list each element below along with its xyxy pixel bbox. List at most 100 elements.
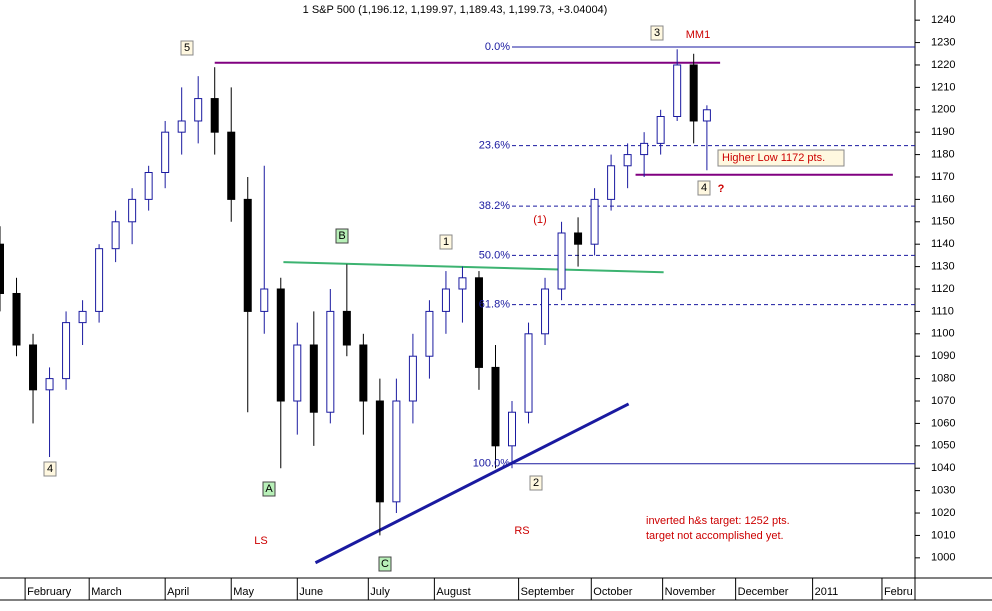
candle-body: [590, 198, 599, 245]
label-box: [529, 475, 543, 491]
fib-label: 0.0%: [485, 41, 510, 53]
y-tick-label: 1110: [931, 305, 954, 317]
candle-body: [491, 366, 500, 447]
wave-label: 2: [533, 477, 539, 489]
candle-body: [276, 288, 285, 402]
candle-body: [177, 120, 186, 133]
candle-body: [508, 411, 517, 447]
fib-label: 38.2%: [479, 200, 510, 212]
candle-body: [210, 98, 219, 133]
y-tick-label: 1140: [931, 238, 955, 250]
fib-label: 23.6%: [479, 140, 510, 152]
wave-labels: 5 B 1 3 4 A C 2 4: [43, 25, 711, 572]
x-tick-label: September: [521, 586, 575, 598]
x-tick-label: Febru: [884, 586, 913, 598]
candle-body: [408, 355, 417, 402]
wave-label: 5: [184, 42, 190, 54]
candle-body: [45, 378, 54, 391]
candle-body: [541, 288, 550, 335]
y-tick-label: 1180: [931, 148, 955, 160]
candle-body: [524, 333, 533, 413]
candle-body: [640, 142, 649, 156]
candle-body: [260, 288, 269, 312]
y-tick-label: 1150: [931, 216, 955, 228]
y-tick-label: 1170: [931, 171, 955, 183]
candle-body: [425, 310, 434, 357]
candle-body: [144, 172, 153, 200]
y-tick-label: 1210: [931, 81, 955, 93]
candle-body: [161, 131, 170, 174]
candle-body: [29, 344, 38, 391]
y-tick-label: 1120: [931, 283, 955, 295]
trend-line: [283, 261, 664, 274]
y-tick-label: 1070: [931, 395, 955, 407]
candle-body: [78, 310, 87, 324]
x-tick-label: October: [593, 586, 632, 598]
x-tick-label: June: [299, 586, 323, 598]
wave-label: B: [338, 230, 345, 242]
candle-body: [458, 277, 467, 290]
x-tick-label: December: [738, 586, 789, 598]
candle-body: [194, 98, 203, 122]
candle-body: [702, 109, 711, 122]
x-tick-label: March: [91, 586, 122, 598]
label-box: [335, 228, 349, 244]
wave-label: 3: [654, 27, 660, 39]
wave-label: A: [265, 483, 273, 495]
annotation: LS: [254, 535, 267, 547]
candle-body: [607, 165, 616, 200]
label-box: [262, 481, 276, 497]
label-box: [650, 25, 664, 41]
candle-body: [557, 232, 566, 290]
candle-body: [326, 310, 335, 413]
fib-label: 50.0%: [479, 249, 510, 261]
y-tick-label: 1080: [931, 373, 955, 385]
wave-label: 4: [701, 182, 707, 194]
candle-body: [375, 400, 384, 503]
wave-label: 4: [47, 463, 53, 475]
annotations: LS RS (1) MM1 ? Higher Low 1172 pts. inv…: [254, 29, 845, 547]
x-tick-label: 2011: [815, 586, 839, 598]
annotation: ?: [718, 183, 725, 195]
candle-body: [128, 198, 137, 223]
y-tick-label: 1240: [931, 14, 955, 26]
candle-body: [656, 115, 665, 144]
label-box: [378, 556, 392, 572]
annotation: (1): [533, 214, 546, 226]
y-tick-label: 1100: [931, 328, 955, 340]
x-tick-label: August: [436, 586, 470, 598]
y-tick-label: 1020: [931, 507, 955, 519]
x-tick-label: February: [27, 586, 72, 598]
candle-body: [227, 131, 236, 200]
candle-body: [342, 310, 351, 346]
y-tick-label: 1130: [931, 261, 955, 273]
candle-body: [441, 288, 450, 312]
candle-body: [62, 322, 71, 380]
y-tick-label: 1090: [931, 350, 955, 362]
y-tick-label: 1200: [931, 104, 955, 116]
plot: [0, 46, 915, 565]
y-tick-label: 1050: [931, 440, 955, 452]
annotation: RS: [514, 525, 529, 537]
y-tick-label: 1040: [931, 462, 955, 474]
label-box: [43, 461, 57, 477]
fib-label: 100.0%: [473, 458, 511, 470]
candle-body: [392, 400, 401, 503]
annotation: inverted h&s target: 1252 pts.: [646, 515, 790, 527]
y-tick-label: 1000: [931, 552, 955, 564]
candle-body: [474, 277, 483, 368]
candle-body: [623, 154, 632, 167]
annotation: target not accomplished yet.: [646, 530, 784, 542]
y-tick-label: 1060: [931, 417, 955, 429]
candle-body: [12, 292, 21, 346]
label-box: [697, 180, 711, 196]
candle-body: [574, 232, 583, 245]
candle-body: [309, 344, 318, 413]
y-tick-label: 1160: [931, 193, 955, 205]
y-tick-label: 1010: [931, 529, 955, 541]
annotation: MM1: [686, 29, 710, 41]
label-box: [180, 40, 194, 56]
x-tick-label: May: [233, 586, 254, 598]
candle-body: [673, 64, 682, 117]
candle-body: [359, 344, 368, 402]
